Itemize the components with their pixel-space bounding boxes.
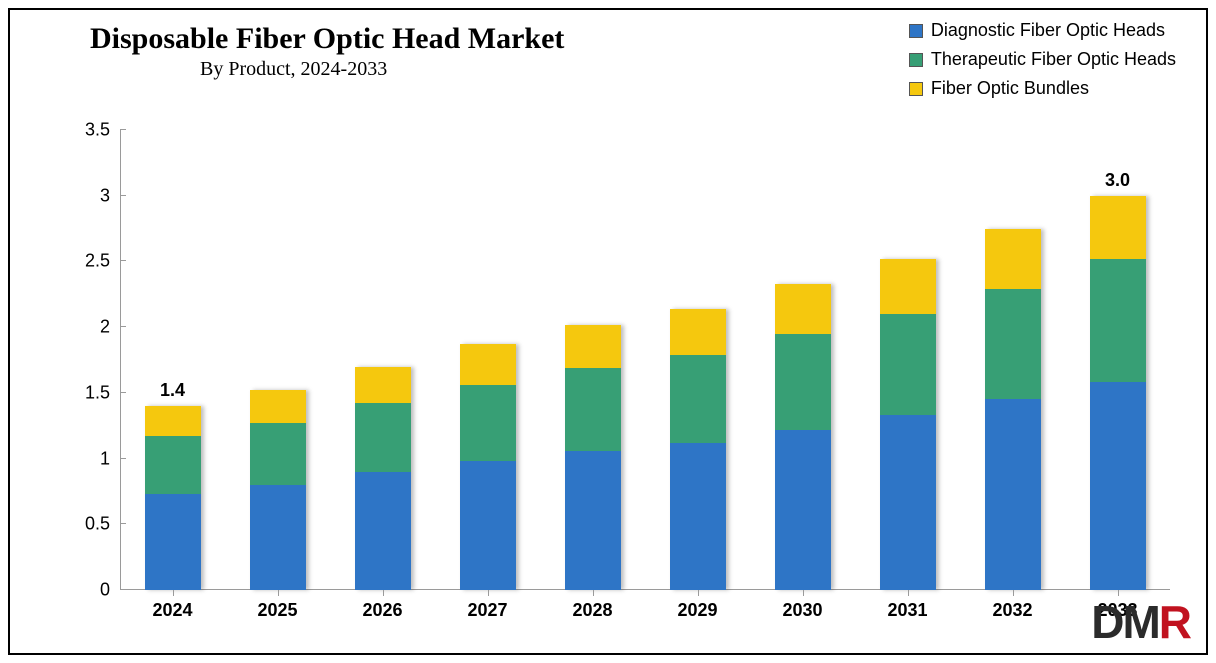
bar-stack: [145, 406, 201, 590]
x-tick-label: 2025: [257, 600, 297, 621]
x-tick-mark: [1013, 590, 1014, 596]
bar-segment-diagnostic: [670, 443, 726, 590]
y-axis: 00.511.522.533.5: [60, 130, 120, 590]
chart-subtitle: By Product, 2024-2033: [200, 58, 564, 81]
y-tick-label: 3.5: [60, 120, 110, 141]
x-tick-mark: [278, 590, 279, 596]
x-tick-label: 2031: [887, 600, 927, 621]
bar-slot: 2027: [435, 130, 540, 590]
legend-item: Diagnostic Fiber Optic Heads: [909, 20, 1176, 41]
bar-slot: 2028: [540, 130, 645, 590]
bar-segment-diagnostic: [775, 430, 831, 590]
bar-slot: 2031: [855, 130, 960, 590]
legend-item: Therapeutic Fiber Optic Heads: [909, 49, 1176, 70]
y-tick-label: 1.5: [60, 382, 110, 403]
chart-frame: Disposable Fiber Optic Head Market By Pr…: [8, 8, 1208, 655]
chart-title: Disposable Fiber Optic Head Market: [90, 22, 564, 56]
x-tick-label: 2027: [467, 600, 507, 621]
bar-stack: [670, 309, 726, 590]
x-tick-label: 2029: [677, 600, 717, 621]
logo-letter-r: R: [1159, 596, 1190, 648]
bar-stack: [985, 229, 1041, 590]
bar-slot: 2026: [330, 130, 435, 590]
legend-swatch: [909, 82, 923, 96]
logo-letter-d: D: [1091, 596, 1122, 648]
bar-stack: [460, 344, 516, 590]
bar-segment-diagnostic: [355, 472, 411, 590]
bar-segment-bundles: [355, 367, 411, 404]
bar-segment-bundles: [565, 325, 621, 368]
bar-segment-bundles: [670, 309, 726, 355]
bar-stack: [250, 390, 306, 590]
bar-segment-bundles: [880, 259, 936, 314]
logo-letter-m: M: [1122, 596, 1158, 648]
bar-slot: 2024: [120, 130, 225, 590]
legend-swatch: [909, 53, 923, 67]
bar-segment-therapeutic: [565, 368, 621, 451]
x-tick-mark: [698, 590, 699, 596]
bar-slot: 2025: [225, 130, 330, 590]
legend-label: Diagnostic Fiber Optic Heads: [931, 20, 1165, 41]
y-tick-label: 2: [60, 317, 110, 338]
x-tick-mark: [593, 590, 594, 596]
bar-segment-diagnostic: [985, 399, 1041, 590]
bar-stack: [880, 259, 936, 590]
bar-segment-therapeutic: [250, 423, 306, 485]
bar-slot: 2033: [1065, 130, 1170, 590]
bar-segment-therapeutic: [670, 355, 726, 443]
legend: Diagnostic Fiber Optic Heads Therapeutic …: [909, 20, 1176, 107]
bar-segment-diagnostic: [565, 451, 621, 590]
bar-segment-diagnostic: [250, 485, 306, 590]
x-tick-label: 2024: [152, 600, 192, 621]
bar-segment-therapeutic: [355, 403, 411, 471]
bar-slot: 2032: [960, 130, 1065, 590]
bar-segment-therapeutic: [145, 436, 201, 494]
bar-segment-bundles: [1090, 196, 1146, 259]
bar-slot: 2030: [750, 130, 855, 590]
bar-segment-therapeutic: [460, 385, 516, 461]
bar-segment-bundles: [775, 284, 831, 334]
legend-label: Fiber Optic Bundles: [931, 78, 1089, 99]
bar-stack: [355, 367, 411, 590]
bar-segment-diagnostic: [1090, 382, 1146, 590]
y-tick-label: 3: [60, 185, 110, 206]
bar-segment-bundles: [145, 406, 201, 436]
x-tick-mark: [173, 590, 174, 596]
legend-label: Therapeutic Fiber Optic Heads: [931, 49, 1176, 70]
legend-item: Fiber Optic Bundles: [909, 78, 1176, 99]
x-tick-mark: [488, 590, 489, 596]
bar-segment-therapeutic: [985, 289, 1041, 399]
bar-stack: [565, 325, 621, 590]
plot-area: 00.511.522.533.5 20242025202620272028202…: [120, 130, 1170, 590]
y-tick-label: 0: [60, 580, 110, 601]
bar-segment-bundles: [985, 229, 1041, 289]
bar-stack: [1090, 196, 1146, 590]
title-block: Disposable Fiber Optic Head Market By Pr…: [90, 22, 564, 81]
y-tick-label: 0.5: [60, 514, 110, 535]
legend-swatch: [909, 24, 923, 38]
y-tick-label: 2.5: [60, 251, 110, 272]
bar-segment-bundles: [250, 390, 306, 423]
data-annotation: 1.4: [160, 380, 185, 401]
bar-segment-diagnostic: [460, 461, 516, 590]
bar-segment-diagnostic: [145, 494, 201, 590]
bar-stack: [775, 284, 831, 590]
x-tick-label: 2028: [572, 600, 612, 621]
bar-segment-therapeutic: [880, 314, 936, 415]
data-annotation: 3.0: [1105, 170, 1130, 191]
dmr-logo: DMR: [1091, 599, 1190, 645]
x-tick-label: 2030: [782, 600, 822, 621]
bar-segment-diagnostic: [880, 415, 936, 590]
bar-segment-bundles: [460, 344, 516, 385]
x-tick-mark: [908, 590, 909, 596]
bar-slot: 2029: [645, 130, 750, 590]
x-tick-label: 2026: [362, 600, 402, 621]
x-tick-label: 2032: [992, 600, 1032, 621]
x-tick-mark: [803, 590, 804, 596]
x-tick-mark: [383, 590, 384, 596]
bar-segment-therapeutic: [775, 334, 831, 430]
bars-container: 2024202520262027202820292030203120322033…: [120, 130, 1170, 590]
y-tick-label: 1: [60, 448, 110, 469]
bar-segment-therapeutic: [1090, 259, 1146, 383]
